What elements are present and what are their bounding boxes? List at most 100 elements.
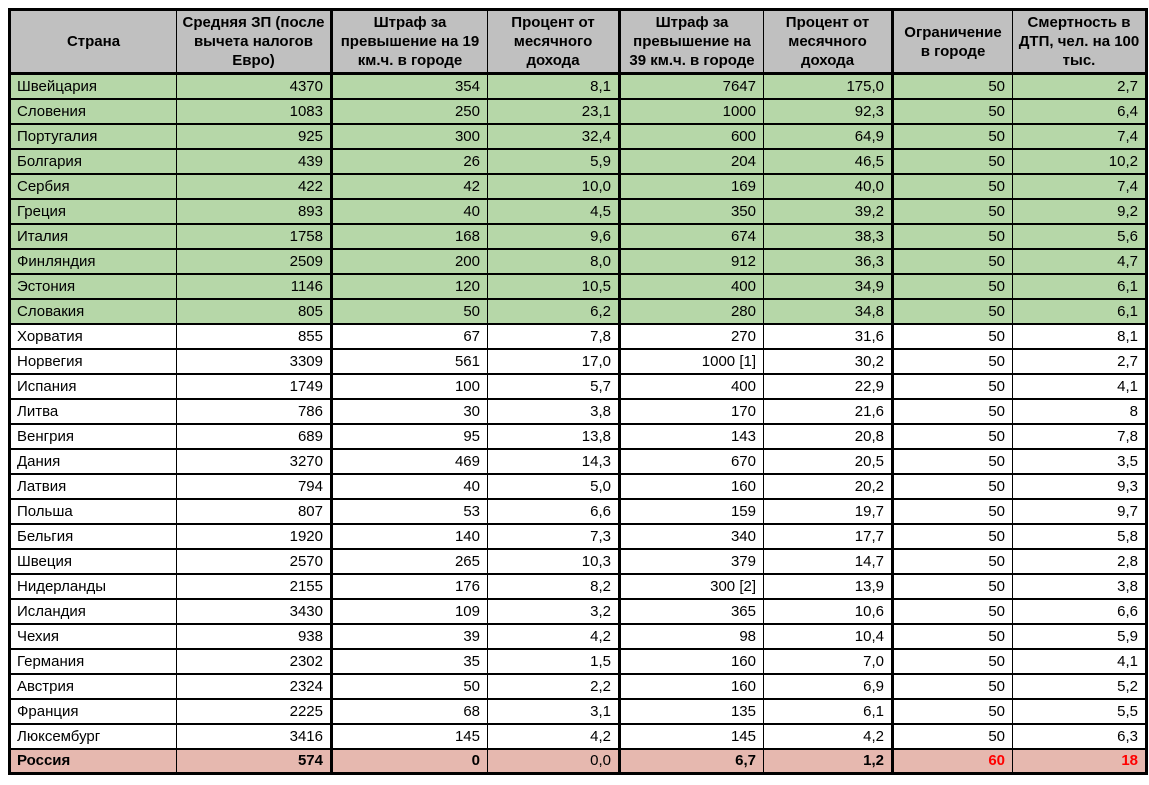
cell-value: 26 [330,147,488,175]
cell-value: 422 [176,172,332,200]
cell-value: 10,4 [763,622,893,650]
cell-value: 3,1 [487,697,620,725]
table-row: Бельгия 1920 140 7,3 340 17,7 50 5,8 [9,522,1147,550]
table-row: Россия 574 0 0,0 6,7 1,2 60 18 [9,747,1147,775]
cell-country: Словения [9,97,177,125]
cell-country: Исландия [9,597,177,625]
column-header: Смертность в ДТП, чел. на 100 тыс. [1012,8,1147,75]
cell-value: 938 [176,622,332,650]
cell-country: Чехия [9,622,177,650]
cell-value: 5,6 [1012,222,1147,250]
cell-value: 2324 [176,672,332,700]
cell-value: 50 [891,322,1013,350]
cell-value: 786 [176,397,332,425]
cell-value: 9,3 [1012,472,1147,500]
cell-value: 6,7 [618,747,764,775]
cell-value: 1,5 [487,647,620,675]
cell-value: 20,5 [763,447,893,475]
cell-value: 13,8 [487,422,620,450]
table-row: Португалия 925 300 32,4 600 64,9 50 7,4 [9,122,1147,150]
cell-value: 6,3 [1012,722,1147,750]
cell-value: 200 [330,247,488,275]
cell-value: 34,8 [763,297,893,325]
cell-value: 175,0 [763,72,893,100]
cell-value: 50 [891,72,1013,100]
table-row: Сербия 422 42 10,0 169 40,0 50 7,4 [9,172,1147,200]
table-row: Австрия 2324 50 2,2 160 6,9 50 5,2 [9,672,1147,700]
cell-value: 30 [330,397,488,425]
cell-value: 10,5 [487,272,620,300]
speeding-fines-table-container: Страна Средняя ЗП (после вычета налогов Е… [8,8,1148,775]
cell-value: 17,7 [763,522,893,550]
cell-value: 2,8 [1012,547,1147,575]
cell-value: 0,0 [487,747,620,775]
cell-value: 169 [618,172,764,200]
cell-value: 10,0 [487,172,620,200]
cell-country: Литва [9,397,177,425]
cell-country: Греция [9,197,177,225]
cell-value: 95 [330,422,488,450]
cell-value: 2509 [176,247,332,275]
cell-value: 280 [618,297,764,325]
cell-value: 4370 [176,72,332,100]
table-header: Страна Средняя ЗП (после вычета налогов Е… [9,8,1147,75]
cell-value: 32,4 [487,122,620,150]
cell-value: 50 [891,447,1013,475]
cell-value: 10,2 [1012,147,1147,175]
cell-country: Польша [9,497,177,525]
cell-value: 439 [176,147,332,175]
cell-value: 160 [618,672,764,700]
cell-value: 39,2 [763,197,893,225]
cell-value: 3430 [176,597,332,625]
cell-value: 50 [891,272,1013,300]
cell-value: 8,1 [1012,322,1147,350]
cell-value: 4,2 [487,622,620,650]
cell-value: 3,2 [487,597,620,625]
cell-value: 5,9 [1012,622,1147,650]
cell-value: 204 [618,147,764,175]
table-row: Германия 2302 35 1,5 160 7,0 50 4,1 [9,647,1147,675]
cell-value: 350 [618,197,764,225]
column-header: Штраф за превышение на 39 км.ч. в городе [618,8,764,75]
cell-value: 7,0 [763,647,893,675]
cell-value: 160 [618,472,764,500]
cell-value: 400 [618,272,764,300]
cell-value: 6,1 [1012,297,1147,325]
cell-value: 2155 [176,572,332,600]
table-row: Хорватия 855 67 7,8 270 31,6 50 8,1 [9,322,1147,350]
table-row: Болгария 439 26 5,9 204 46,5 50 10,2 [9,147,1147,175]
cell-value: 805 [176,297,332,325]
speeding-fines-table: Страна Средняя ЗП (после вычета налогов Е… [8,8,1148,775]
cell-value: 3,5 [1012,447,1147,475]
cell-value: 135 [618,697,764,725]
cell-value: 30,2 [763,347,893,375]
cell-value: 365 [618,597,764,625]
cell-value: 1758 [176,222,332,250]
cell-value: 794 [176,472,332,500]
cell-value: 300 [2] [618,572,764,600]
cell-value: 6,1 [1012,272,1147,300]
cell-value: 50 [891,147,1013,175]
cell-value: 50 [330,672,488,700]
cell-country: Латвия [9,472,177,500]
cell-value: 68 [330,697,488,725]
cell-value: 1,2 [763,747,893,775]
table-row: Испания 1749 100 5,7 400 22,9 50 4,1 [9,372,1147,400]
cell-value: 5,8 [1012,522,1147,550]
cell-country: Финляндия [9,247,177,275]
cell-value: 23,1 [487,97,620,125]
cell-value: 50 [891,222,1013,250]
cell-value: 50 [891,522,1013,550]
cell-value: 50 [891,547,1013,575]
table-row: Нидерланды 2155 176 8,2 300 [2] 13,9 50 3,8 [9,572,1147,600]
cell-value: 50 [891,697,1013,725]
cell-value: 13,9 [763,572,893,600]
cell-value: 39 [330,622,488,650]
cell-value: 2225 [176,697,332,725]
cell-value: 3416 [176,722,332,750]
cell-country: Испания [9,372,177,400]
table-row: Греция 893 40 4,5 350 39,2 50 9,2 [9,197,1147,225]
cell-value: 8,1 [487,72,620,100]
cell-value: 893 [176,197,332,225]
cell-value: 4,2 [763,722,893,750]
